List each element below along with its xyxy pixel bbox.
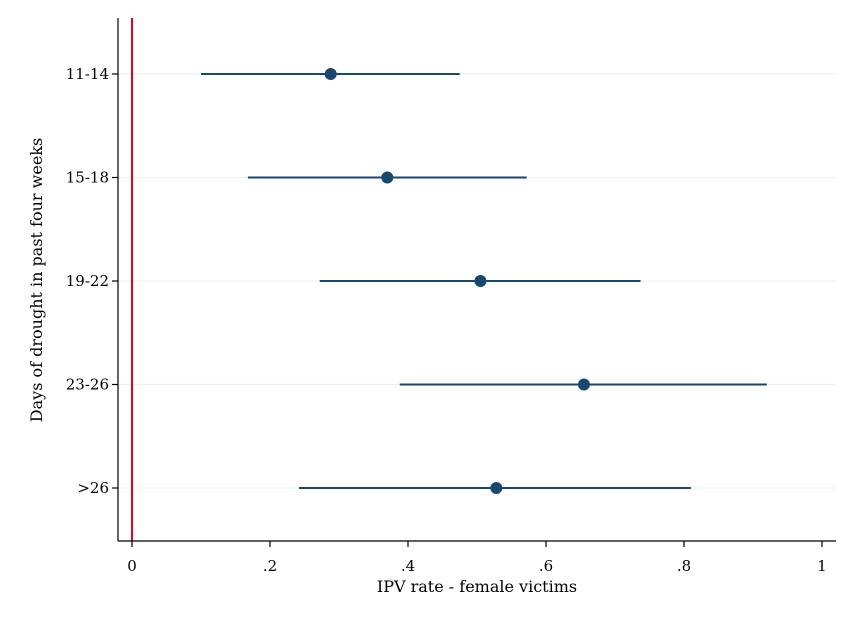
estimate-point xyxy=(324,68,337,80)
y-tick-label: 11-14 xyxy=(66,65,109,83)
estimate-point xyxy=(474,275,487,287)
y-axis-ticks: 11-14 15-18 19-22 23-26 >26 xyxy=(66,65,118,497)
point-estimates xyxy=(324,68,590,494)
x-tick-label: .2 xyxy=(263,557,277,575)
axes xyxy=(117,18,836,542)
y-tick-label: 23-26 xyxy=(66,376,109,394)
x-tick-label: 0 xyxy=(127,557,137,575)
y-tick-label: 15-18 xyxy=(66,169,109,187)
y-axis-title: Days of drought in past four weeks xyxy=(27,138,46,422)
estimate-point xyxy=(490,482,503,494)
x-tick-label: .4 xyxy=(401,557,415,575)
y-tick-label: 19-22 xyxy=(66,272,109,290)
x-tick-label: .6 xyxy=(539,557,553,575)
x-axis-ticks: 0 .2 .4 .6 .8 1 xyxy=(127,541,827,575)
x-tick-label: 1 xyxy=(817,557,827,575)
y-tick-label: >26 xyxy=(77,479,109,497)
estimate-point xyxy=(381,171,394,184)
x-tick-label: .8 xyxy=(677,557,691,575)
x-axis-title: IPV rate - female victims xyxy=(377,577,577,596)
estimate-point xyxy=(577,378,590,391)
